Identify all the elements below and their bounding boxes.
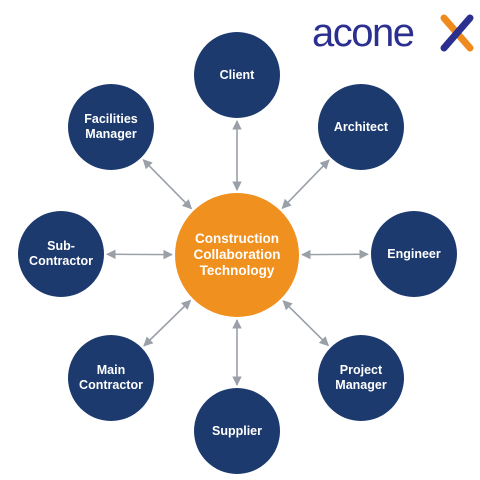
node-project-manager: Project Manager <box>318 335 404 421</box>
node-label: Architect <box>333 119 389 134</box>
node-label: Project Manager <box>335 363 387 392</box>
connector-architect <box>281 159 330 210</box>
logo-wordmark: acone <box>312 11 414 54</box>
node-architect: Architect <box>318 84 404 170</box>
aconex-logo: acone <box>312 11 474 54</box>
logo-x-mark <box>440 14 474 52</box>
connector-facilities-manager <box>142 159 193 210</box>
node-label: Engineer <box>387 246 441 261</box>
node-construction-collaboration-technology: Construction Collaboration Technology <box>175 193 299 317</box>
node-label: Supplier <box>211 423 262 438</box>
connector-project-manager <box>282 300 330 347</box>
node-main-contractor: Main Contractor <box>68 335 154 421</box>
node-facilities-manager: Facilities Manager <box>68 84 154 170</box>
connector-main-contractor <box>143 299 192 347</box>
node-label: Facilities Manager <box>84 112 138 141</box>
node-label: Main Contractor <box>79 363 143 392</box>
node-sub-contractor: Sub- Contractor <box>18 211 104 297</box>
node-client: Client <box>194 32 280 118</box>
node-engineer: Engineer <box>371 211 457 297</box>
node-label: Client <box>219 67 255 82</box>
node-label: Sub- Contractor <box>29 239 93 268</box>
node-supplier: Supplier <box>194 388 280 474</box>
node-label: Construction Collaboration Technology <box>193 230 281 279</box>
